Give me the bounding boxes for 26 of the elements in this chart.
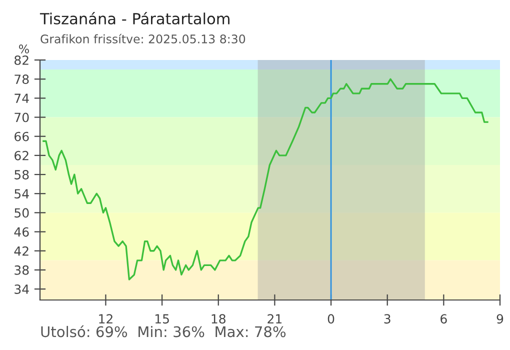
y-tick-label: 70 <box>14 112 29 122</box>
x-tick-label: 18 <box>212 314 226 324</box>
y-tick-label: 34 <box>14 284 29 294</box>
y-tick-label: 50 <box>14 208 29 218</box>
y-tick-label: 42 <box>14 246 28 256</box>
text: Utolsó: 69% Min: 36% Max: 78% <box>41 325 286 338</box>
x-tick-label: 6 <box>440 314 447 324</box>
chart-title: Tiszanána - Páratartalom <box>40 12 230 24</box>
x-tick-label: 9 <box>496 314 504 324</box>
y-tick-label: 78 <box>14 74 29 84</box>
x-tick-label: 12 <box>99 314 112 324</box>
y-tick-label: 54 <box>14 189 29 199</box>
x-tick-label: 21 <box>268 314 282 324</box>
x-tick-label: 15 <box>155 314 169 324</box>
y-tick-label: 66 <box>14 132 29 142</box>
line-series <box>42 78 488 280</box>
y-tick-label: 38 <box>14 265 29 275</box>
chart-subtitle: Grafikon frissítve: 2025.05.13 8:30 <box>40 34 246 44</box>
x-tick-label: 3 <box>384 314 390 324</box>
y-axis-title: % <box>19 44 29 54</box>
y-tick-label: 62 <box>14 150 28 160</box>
y-tick-label: 58 <box>14 170 29 180</box>
x-tick-label: 0 <box>328 314 334 324</box>
y-tick-label: 74 <box>14 94 29 103</box>
y-tick-label: 46 <box>14 227 29 237</box>
y-tick-label: 82 <box>14 55 28 65</box>
